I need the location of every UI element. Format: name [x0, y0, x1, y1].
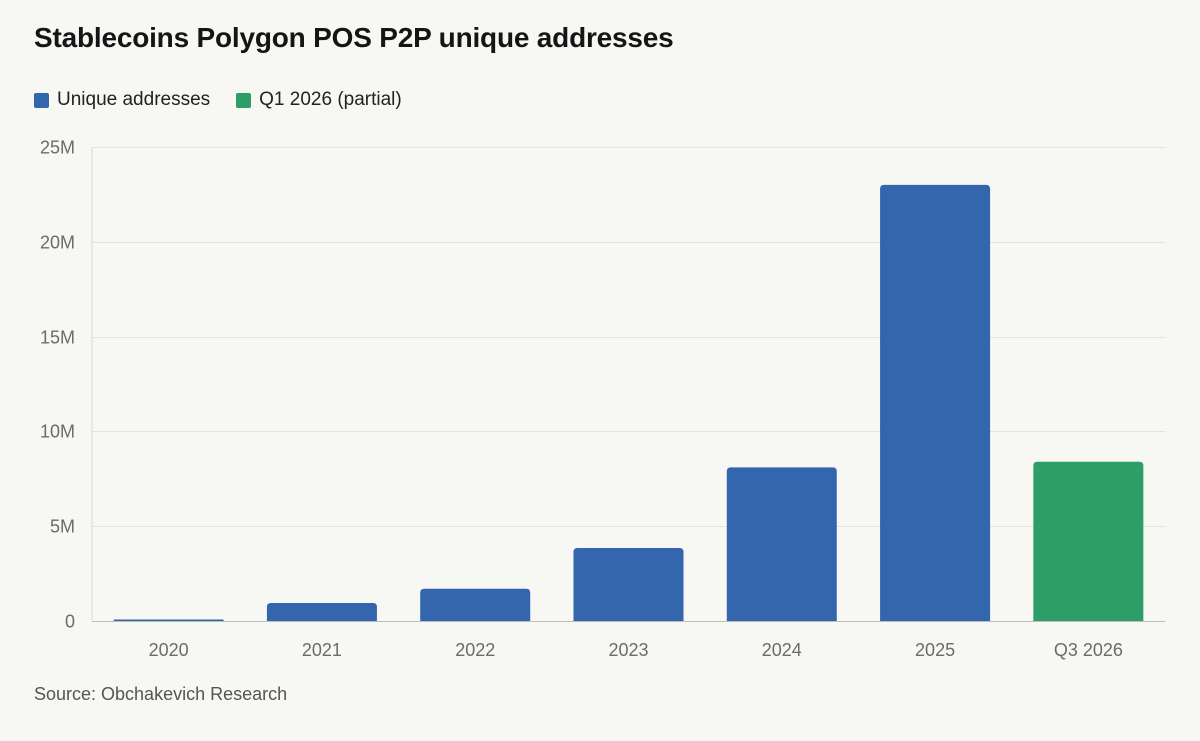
bar-2020[interactable] [113, 619, 224, 622]
y-tick-label: 0 [65, 612, 75, 632]
x-tick-label: 2021 [302, 640, 342, 660]
x-tick-label: 2020 [149, 640, 189, 660]
legend-label-unique-addresses: Unique addresses [57, 89, 211, 110]
bar-2021[interactable] [266, 602, 377, 621]
x-tick-label: 2024 [762, 640, 802, 660]
legend: Unique addresses Q1 2026 (partial) [34, 89, 402, 111]
y-tick-label: 5M [50, 517, 75, 537]
bar-q3-2026[interactable] [1033, 461, 1144, 621]
x-tick-label: Q3 2026 [1054, 640, 1123, 660]
legend-item-q1-2026-partial[interactable]: Q1 2026 (partial) [236, 89, 402, 111]
y-tick-label: 20M [40, 233, 75, 253]
bar-2024[interactable] [726, 467, 837, 621]
x-tick-label: 2023 [608, 640, 648, 660]
bar-2022[interactable] [420, 588, 531, 621]
legend-item-unique-addresses[interactable]: Unique addresses [34, 89, 210, 111]
chart-title: Stablecoins Polygon POS P2P unique addre… [34, 22, 674, 53]
source-note: Source: Obchakevich Research [34, 684, 288, 704]
y-tick-label: 10M [40, 422, 75, 442]
y-tick-label: 15M [40, 328, 75, 348]
legend-label-q1-2026-partial: Q1 2026 (partial) [259, 89, 402, 110]
legend-swatch-unique-addresses [34, 92, 49, 108]
x-tick-label: 2022 [455, 640, 495, 660]
legend-swatch-q1-2026-partial [236, 92, 252, 108]
y-tick-label: 25M [40, 138, 75, 158]
x-tick-label: 2025 [915, 640, 955, 660]
bar-2023[interactable] [573, 548, 684, 621]
bar-2025[interactable] [880, 184, 991, 622]
